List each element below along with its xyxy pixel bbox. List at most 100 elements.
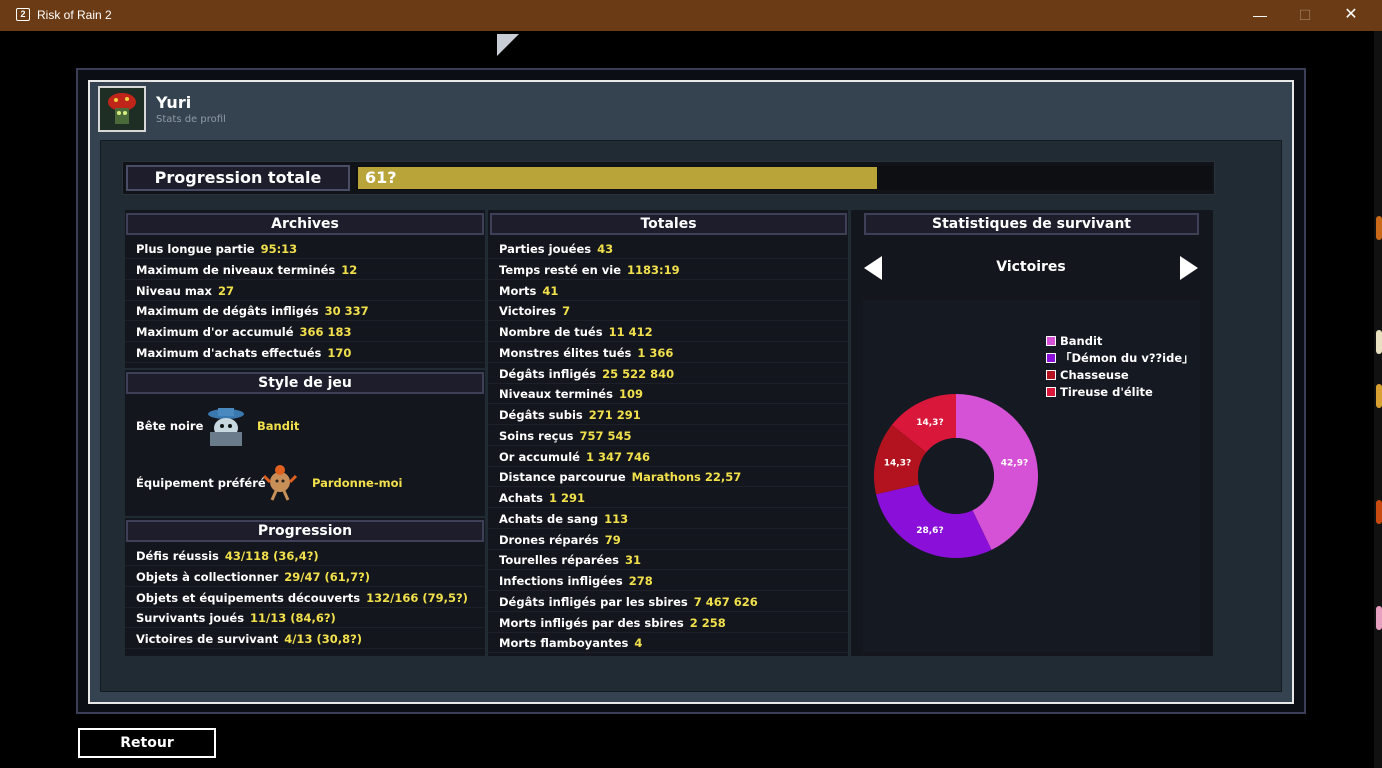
total-progress-value: 61? (365, 168, 397, 187)
archives-row-label: Plus longue partie (136, 242, 255, 256)
totals-row-value: 1 291 (549, 491, 586, 505)
progression-row-value: 4/13 (30,8?) (284, 632, 362, 647)
totals-row-label: Dégâts infligés par les sbires (499, 594, 688, 609)
totals-row-value: 25 522 840 (602, 366, 675, 381)
archives-row-value: 366 183 (299, 325, 352, 340)
progression-row-label: Victoires de survivant (136, 632, 279, 647)
totals-row: Soins reçus 757 545 (488, 426, 848, 446)
total-progress-label: Progression totale (126, 165, 350, 191)
totals-header: Totales (490, 213, 847, 235)
window-titlebar: 2 Risk of Rain 2 — ☐ ✕ (0, 0, 1382, 31)
previous-stat-arrow-icon[interactable] (864, 256, 882, 280)
progression-row: Objets à collectionner 29/47 (61,7?) (125, 567, 485, 587)
progression-row: Victoires de survivant 4/13 (30,8?) (125, 629, 485, 650)
totals-row-value: 43 (597, 242, 614, 256)
pie-slice (956, 394, 1038, 550)
totals-row-label: Infections infligées (499, 574, 623, 588)
totals-row: Achats 1 291 (488, 488, 848, 508)
equipment-label: Équipement préféré (136, 476, 266, 490)
legend-swatch (1046, 370, 1056, 380)
desktop-icon-edge (1376, 606, 1382, 630)
app-icon: 2 (16, 8, 30, 21)
totals-row-label: Soins reçus (499, 428, 574, 443)
archives-row-label: Maximum de dégâts infligés (136, 304, 319, 319)
next-stat-arrow-icon[interactable] (1180, 256, 1198, 280)
totals-row-value: 109 (618, 387, 643, 402)
profile-avatar (98, 86, 146, 132)
total-progress-fill (358, 167, 877, 189)
profile-name: Yuri (156, 93, 192, 112)
totals-row-label: Victoires (499, 304, 557, 319)
profile-subtitle: Stats de profil (156, 114, 226, 125)
totals-row: Or accumulé 1 347 746 (488, 447, 848, 467)
totals-row: Morts 41 (488, 281, 848, 301)
totals-panel (488, 210, 848, 656)
totals-row: Drones réparés 79 (488, 530, 848, 550)
victories-donut-chart: 42,9? 28,6? 14,3? 14,3? (874, 394, 1038, 558)
totals-row-label: Achats de sang (499, 511, 599, 526)
totals-row-label: Drones réparés (499, 532, 599, 547)
progression-row-value: 132/166 (79,5?) (366, 590, 468, 605)
totals-row-value: 41 (542, 283, 559, 298)
pie-slice (891, 394, 956, 453)
progression-header: Progression (126, 520, 484, 542)
legend-label: Tireuse d'élite (1060, 385, 1153, 399)
totals-row-value: 2 258 (689, 615, 726, 630)
totals-row-label: Or accumulé (499, 449, 580, 464)
totals-row-label: Achats (499, 491, 544, 505)
survivor-stats-header: Statistiques de survivant (864, 213, 1199, 235)
progression-row-value: 43/118 (36,4?) (224, 549, 319, 563)
totals-row-value: 79 (604, 532, 621, 547)
progression-row-value: 29/47 (61,7?) (284, 569, 371, 584)
archives-row-value: 27 (217, 283, 234, 298)
totals-row-value: 7 (562, 304, 571, 319)
pie-slice-label: 42,9? (1001, 459, 1028, 469)
totals-row-label: Temps resté en vie (499, 262, 622, 277)
pie-slice-label: 28,6? (916, 526, 943, 536)
playstyle-header: Style de jeu (126, 372, 484, 394)
progression-row-label: Survivants joués (136, 611, 245, 626)
mouse-cursor (497, 34, 519, 56)
pie-slice (874, 424, 927, 495)
archives-row-label: Maximum d'or accumulé (136, 325, 294, 340)
desktop-icon-edge (1376, 500, 1382, 524)
back-button[interactable]: Retour (78, 728, 216, 758)
totals-row: Distance parcourue Marathons 22,57 (488, 467, 848, 488)
progression-row-label: Défis réussis (136, 549, 219, 563)
totals-row-label: Dégâts subis (499, 408, 583, 422)
archives-row-value: 12 (341, 262, 358, 277)
archives-row-value: 30 337 (324, 304, 369, 319)
legend-label: Bandit (1060, 334, 1103, 348)
totals-row-value: 278 (628, 574, 653, 588)
totals-row-label: Morts infligés par des sbires (499, 615, 684, 630)
archives-header: Archives (126, 213, 484, 235)
maximize-button[interactable]: ☐ (1298, 7, 1312, 23)
nemesis-value: Bandit (257, 419, 300, 433)
stat-category-title: Victoires (996, 259, 1066, 275)
totals-row: Monstres élites tués 1 366 (488, 343, 848, 363)
close-button[interactable]: ✕ (1344, 6, 1358, 23)
archives-row-label: Niveau max (136, 283, 212, 298)
totals-row-value: 271 291 (588, 408, 641, 422)
archives-row-label: Maximum d'achats effectués (136, 346, 322, 360)
pie-slice-label: 14,3? (916, 418, 943, 428)
progression-row: Défis réussis 43/118 (36,4?) (125, 546, 485, 566)
totals-row-value: 11 412 (608, 325, 653, 339)
legend-item: Tireuse d'élite (1046, 385, 1153, 399)
legend-label: 「Démon du v??ide」 (1060, 351, 1194, 365)
pie-slice (876, 484, 992, 558)
archives-row-label: Maximum de niveaux terminés (136, 262, 336, 277)
totals-row-label: Distance parcourue (499, 470, 626, 485)
totals-row-value: 1183:19 (627, 262, 680, 277)
totals-row-value: 1 347 746 (585, 449, 650, 464)
totals-row-label: Morts flamboyantes (499, 636, 629, 651)
archives-row-value: 170 (327, 346, 352, 360)
window-title: Risk of Rain 2 (37, 8, 112, 22)
minimize-button[interactable]: — (1253, 7, 1267, 23)
totals-row-value: 31 (625, 553, 642, 568)
archives-row: Maximum de dégâts infligés 30 337 (125, 301, 485, 322)
desktop-icon-edge (1376, 216, 1382, 240)
progression-row-value: 11/13 (84,6?) (250, 611, 336, 626)
totals-row-value: 7 467 626 (693, 594, 758, 609)
legend-swatch (1046, 336, 1056, 346)
